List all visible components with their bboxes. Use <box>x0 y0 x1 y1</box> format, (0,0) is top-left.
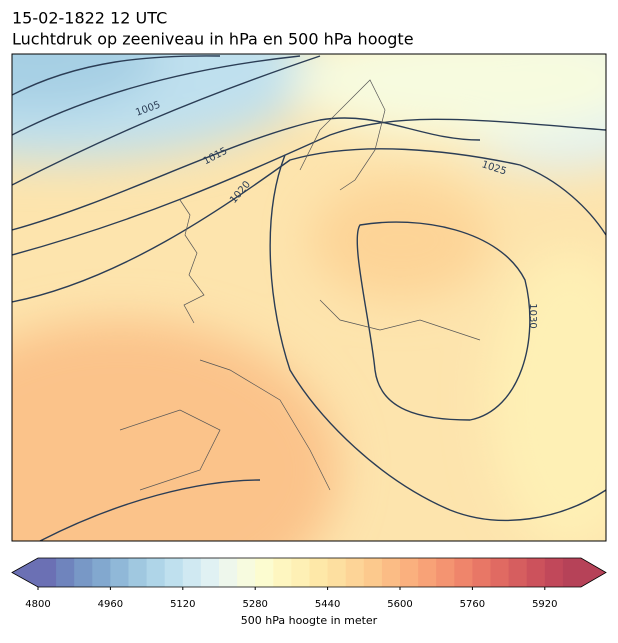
colorbar-swatch <box>255 558 274 587</box>
colorbar-tick-label: 4800 <box>25 599 50 610</box>
colorbar-swatch <box>309 558 329 587</box>
colorbar-swatch <box>273 558 292 587</box>
colorbar-swatch <box>92 558 111 587</box>
colorbar-tick-label: 5440 <box>315 599 340 610</box>
colorbar-tick-label: 5760 <box>460 599 485 610</box>
colorbar-swatch <box>363 558 383 587</box>
colorbar-swatch <box>38 558 57 587</box>
colorbar-extend-low <box>12 558 38 587</box>
colorbar-swatch <box>291 558 310 587</box>
colorbar-swatch <box>454 558 473 587</box>
colorbar-swatch <box>164 558 184 587</box>
colorbar-tick-label: 5600 <box>387 599 412 610</box>
colorbar-extend-high <box>581 558 606 587</box>
colorbar-swatch <box>526 558 546 587</box>
colorbar-swatch <box>219 558 238 587</box>
date-title: 15-02-1822 12 UTC <box>12 9 167 28</box>
contour-label: 1030 <box>527 303 538 328</box>
colorbar-swatch <box>544 558 564 587</box>
colorbar-swatch <box>200 558 220 587</box>
colorbar-swatch <box>490 558 510 587</box>
map: 1005 1015 1020 1025 1030 <box>12 54 606 541</box>
colorbar-swatch <box>418 558 437 587</box>
colorbar-swatch <box>74 558 93 587</box>
colorbar: 4800 4960 5120 5280 5440 5600 5760 5920 <box>11 557 607 610</box>
colorbar-swatch <box>327 558 347 587</box>
colorbar-swatch <box>562 558 582 587</box>
map-frame <box>11 53 607 542</box>
colorbar-swatch <box>472 558 491 587</box>
colorbar-tick-label: 5920 <box>532 599 557 610</box>
colorbar-swatch <box>400 558 419 587</box>
colorbar-label: 500 hPa hoogte in meter <box>241 614 378 627</box>
colorbar-swatch <box>436 558 455 587</box>
colorbar-swatch <box>345 558 365 587</box>
colorbar-swatch <box>128 558 148 587</box>
colorbar-swatch <box>110 558 129 587</box>
colorbar-swatch <box>508 558 528 587</box>
colorbar-tick-label: 4960 <box>98 599 123 610</box>
map-title: Luchtdruk op zeeniveau in hPa en 500 hPa… <box>12 30 414 49</box>
colorbar-swatch <box>182 558 202 587</box>
colorbar-swatch <box>56 558 75 587</box>
colorbar-swatch <box>381 558 401 587</box>
colorbar-swatch <box>237 558 256 587</box>
colorbar-tick-label: 5280 <box>242 599 267 610</box>
colorbar-swatch <box>146 558 166 587</box>
colorbar-tick-label: 5120 <box>170 599 195 610</box>
